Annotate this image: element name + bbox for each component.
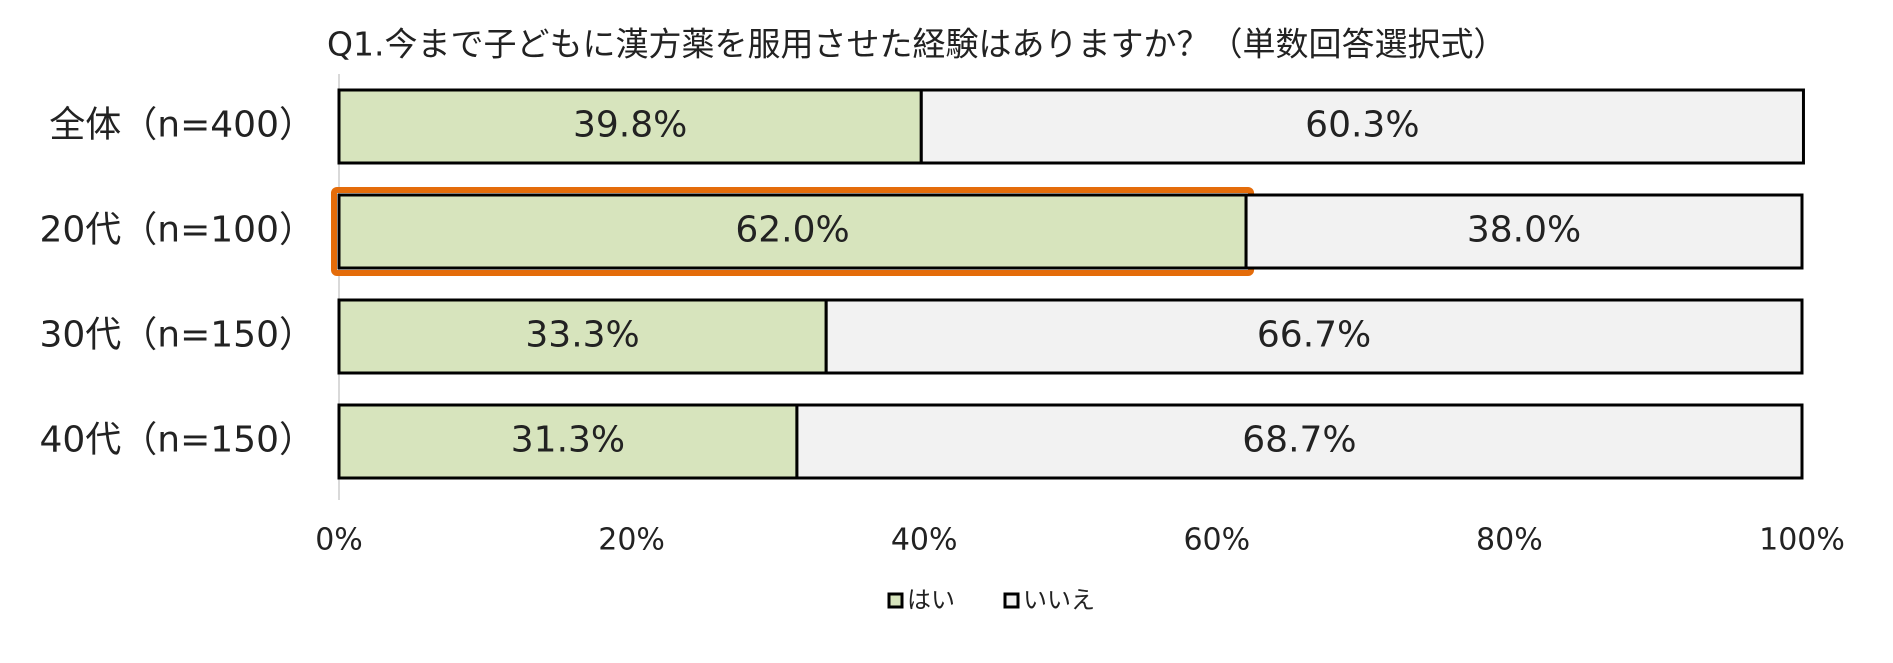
y-tick-label: 全体（n=400） xyxy=(49,105,315,146)
x-tick-label: 0% xyxy=(315,523,363,558)
bar-segment xyxy=(824,298,1804,375)
value-label: 62.0% xyxy=(735,210,849,251)
value-label: 60.3% xyxy=(1305,105,1419,146)
value-label: 66.7% xyxy=(1257,315,1371,356)
value-label: 33.3% xyxy=(525,315,639,356)
legend-swatch xyxy=(887,592,904,609)
bar-segment xyxy=(337,193,1248,270)
value-label: 68.7% xyxy=(1242,420,1356,461)
value-label: 38.0% xyxy=(1467,210,1581,251)
y-tick-label: 40代（n=150） xyxy=(39,420,315,461)
y-tick-label: 30代（n=150） xyxy=(39,315,315,356)
y-tick-label: 20代（n=100） xyxy=(39,210,315,251)
bar-segment xyxy=(919,88,1805,165)
value-label: 39.8% xyxy=(573,105,687,146)
x-tick-label: 40% xyxy=(891,523,958,558)
bar-segment xyxy=(1244,193,1804,270)
x-tick-label: 80% xyxy=(1476,523,1543,558)
bar-segment xyxy=(795,403,1804,480)
x-tick-label: 20% xyxy=(598,523,665,558)
chart-title: Q1.今まで子どもに漢方薬を服用させた経験はありますか？（単数回答選択式） xyxy=(327,25,1506,64)
bar-segment xyxy=(337,403,799,480)
legend-swatch xyxy=(1003,592,1020,609)
legend-label: はい xyxy=(907,586,955,614)
value-label: 31.3% xyxy=(511,420,625,461)
x-tick-label: 60% xyxy=(1183,523,1250,558)
legend-label: いいえ xyxy=(1023,586,1095,614)
x-tick-label: 100% xyxy=(1759,523,1845,558)
